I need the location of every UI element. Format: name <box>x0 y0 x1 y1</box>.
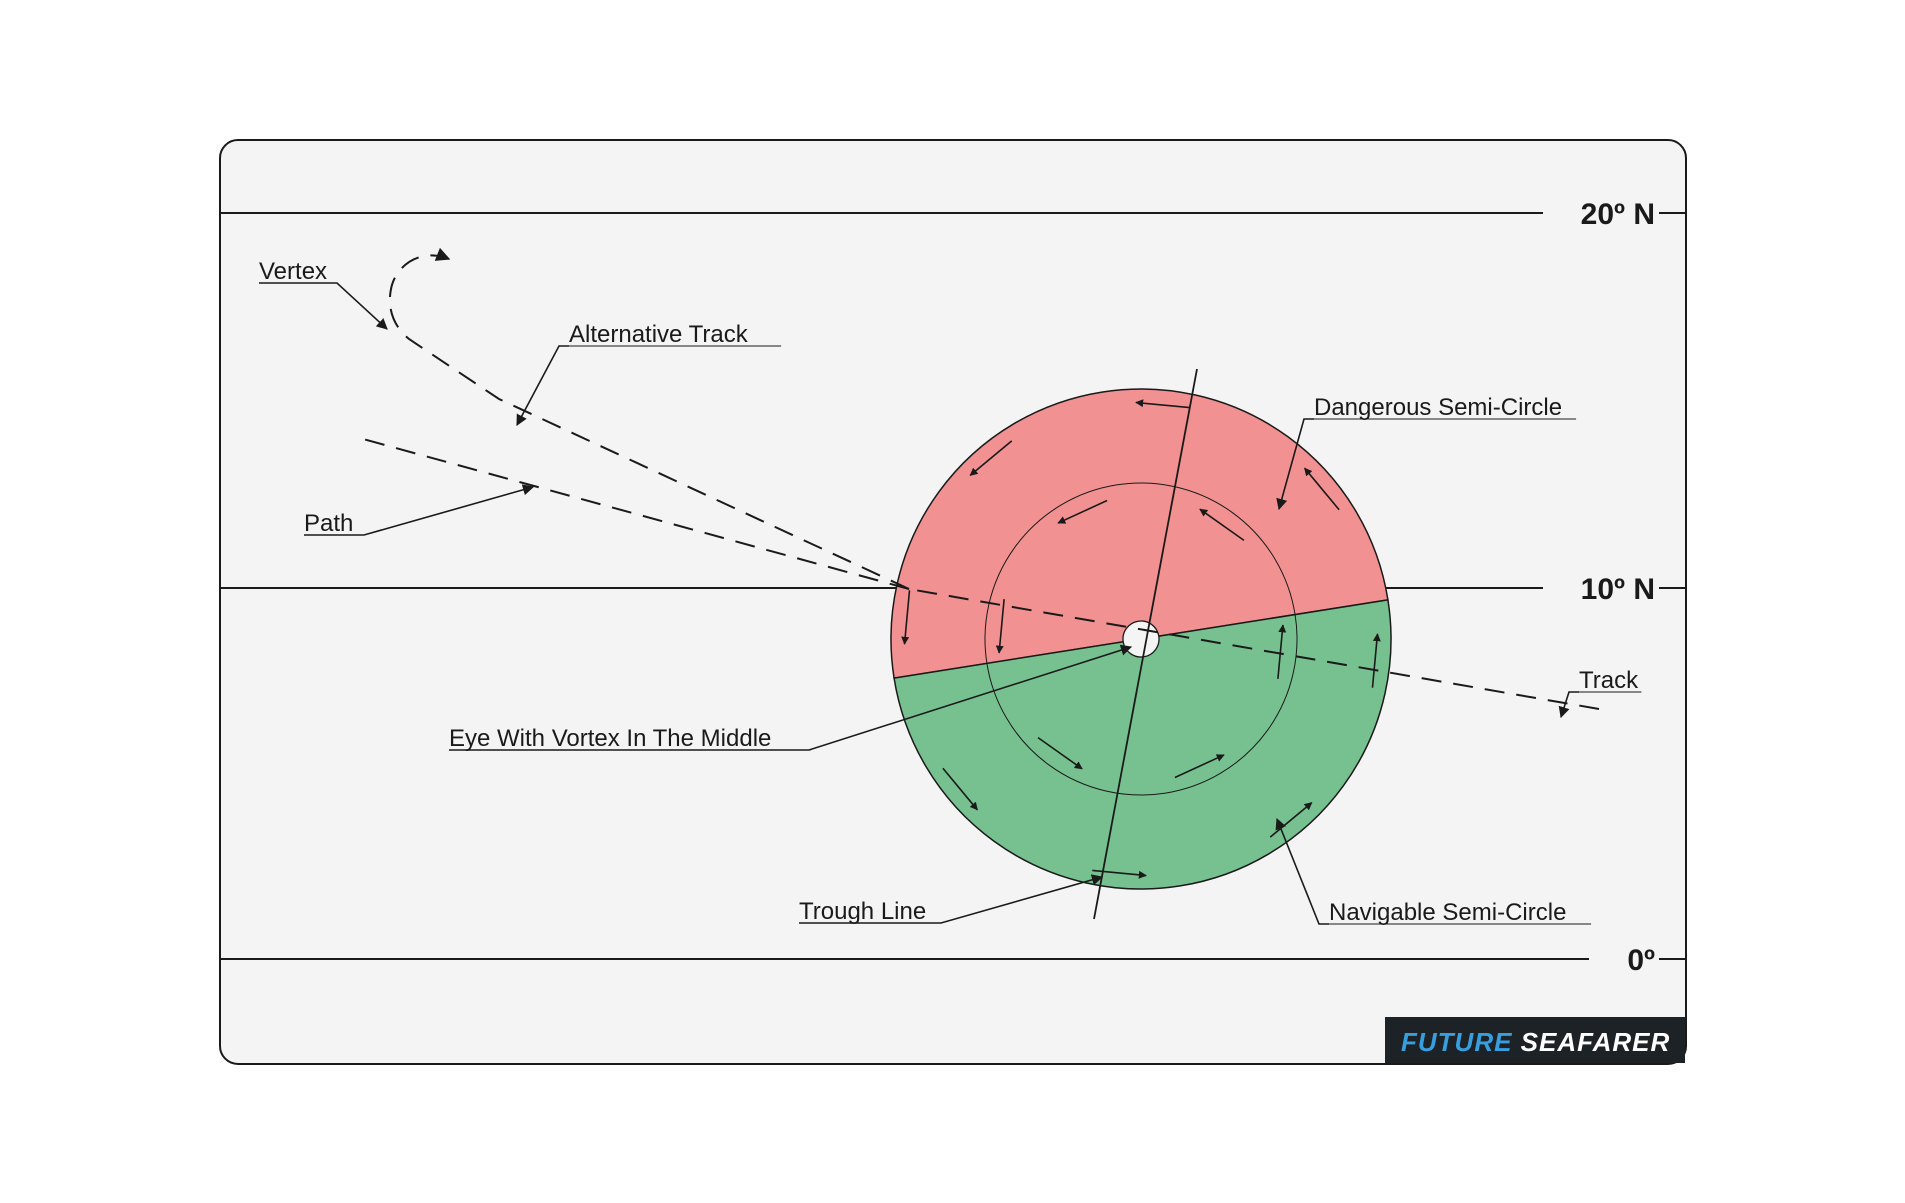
diagram-label: Eye With Vortex In The Middle <box>449 725 771 752</box>
diagram-label: Dangerous Semi-Circle <box>1314 394 1562 421</box>
diagram-label: Path <box>304 510 353 537</box>
lat-label: 20º N <box>1580 198 1654 231</box>
diagram-label: Vertex <box>259 258 327 285</box>
logo-text: FUTURE SEAFARER <box>1401 1027 1670 1057</box>
diagram-label: Track <box>1579 667 1639 694</box>
lat-label: 0º <box>1627 944 1655 977</box>
diagram-label: Navigable Semi-Circle <box>1329 899 1566 926</box>
diagram-label: Trough Line <box>799 898 926 925</box>
lat-label: 10º N <box>1580 573 1654 606</box>
diagram-label: Alternative Track <box>569 321 749 348</box>
